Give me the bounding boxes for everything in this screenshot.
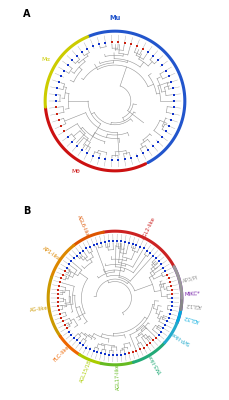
Text: Mθ: Mθ bbox=[71, 169, 80, 174]
Text: SVP-like: SVP-like bbox=[170, 330, 191, 345]
Text: AGL2-like: AGL2-like bbox=[141, 216, 156, 240]
Text: AGL12: AGL12 bbox=[185, 302, 202, 308]
Text: Mα: Mα bbox=[41, 57, 50, 62]
Text: TM3-like: TM3-like bbox=[147, 353, 163, 374]
Text: Mu: Mu bbox=[109, 15, 120, 21]
Text: AG-like: AG-like bbox=[29, 305, 48, 312]
Text: AGL32: AGL32 bbox=[183, 314, 199, 323]
Text: FLC-like: FLC-like bbox=[52, 344, 70, 363]
Text: A: A bbox=[23, 10, 31, 20]
Text: AGL6-like: AGL6-like bbox=[76, 215, 90, 239]
Text: AP1-like: AP1-like bbox=[41, 246, 62, 262]
Text: AGL15/18: AGL15/18 bbox=[78, 359, 92, 383]
Text: AP3/PI: AP3/PI bbox=[181, 275, 198, 284]
Text: MIKC*: MIKC* bbox=[183, 291, 199, 297]
Text: AGL17-like: AGL17-like bbox=[114, 363, 120, 390]
Text: B: B bbox=[23, 206, 30, 216]
